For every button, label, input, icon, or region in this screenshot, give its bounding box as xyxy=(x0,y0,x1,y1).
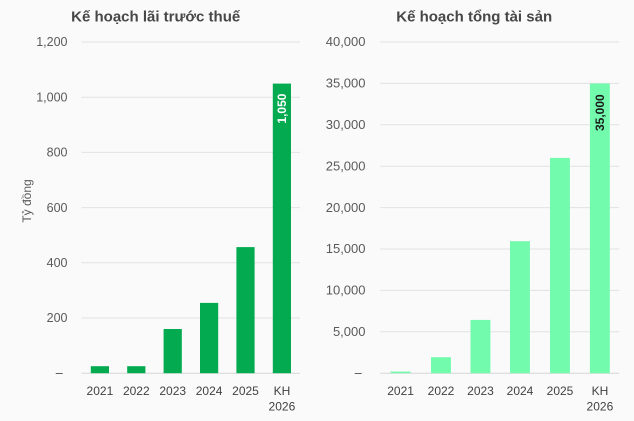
svg-text:2021: 2021 xyxy=(87,384,114,398)
svg-text:40,000: 40,000 xyxy=(326,34,366,49)
svg-text:20,000: 20,000 xyxy=(326,200,366,215)
svg-text:5,000: 5,000 xyxy=(333,324,366,339)
svg-text:600: 600 xyxy=(47,201,68,215)
svg-text:2021: 2021 xyxy=(387,384,414,398)
svg-text:2026: 2026 xyxy=(587,400,614,414)
svg-text:2024: 2024 xyxy=(196,384,223,398)
svg-text:KH: KH xyxy=(274,384,291,398)
svg-text:2022: 2022 xyxy=(428,384,455,398)
svg-text:1,050: 1,050 xyxy=(275,93,289,123)
svg-text:30,000: 30,000 xyxy=(326,117,366,132)
svg-text:2025: 2025 xyxy=(232,384,259,398)
svg-text:1,200: 1,200 xyxy=(36,35,67,49)
svg-text:2024: 2024 xyxy=(507,384,534,398)
svg-text:–: – xyxy=(56,366,63,380)
svg-text:35,000: 35,000 xyxy=(593,94,607,131)
svg-text:2023: 2023 xyxy=(467,384,494,398)
svg-text:Kế hoạch lãi trước thuế: Kế hoạch lãi trước thuế xyxy=(71,9,241,26)
svg-text:35,000: 35,000 xyxy=(326,76,366,91)
svg-text:2022: 2022 xyxy=(123,384,150,398)
svg-text:–: – xyxy=(355,366,362,380)
svg-text:2023: 2023 xyxy=(159,384,186,398)
svg-text:Tỷ đồng: Tỷ đồng xyxy=(20,179,34,222)
svg-text:15,000: 15,000 xyxy=(326,241,366,256)
svg-text:25,000: 25,000 xyxy=(326,158,366,173)
svg-text:200: 200 xyxy=(47,311,68,325)
svg-text:10,000: 10,000 xyxy=(326,283,366,298)
svg-text:KH: KH xyxy=(592,384,609,398)
svg-text:2025: 2025 xyxy=(547,384,574,398)
svg-text:800: 800 xyxy=(47,146,68,160)
svg-text:Kế hoạch tổng tài sản: Kế hoạch tổng tài sản xyxy=(396,9,552,26)
svg-text:400: 400 xyxy=(47,256,68,270)
svg-text:1,000: 1,000 xyxy=(36,90,67,104)
svg-text:2026: 2026 xyxy=(269,400,296,414)
